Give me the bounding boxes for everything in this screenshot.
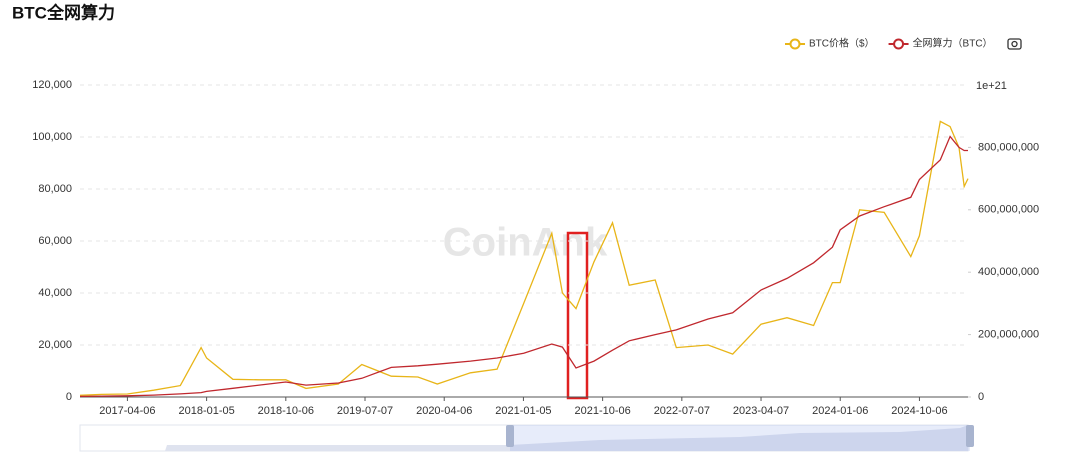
- x-tick-label: 2017-04-06: [99, 405, 155, 417]
- y2-tick-label: 800,000,000: [978, 141, 1039, 153]
- legend-marker: [789, 38, 801, 50]
- x-tick-label: 2021-10-06: [574, 405, 630, 417]
- slider-handle[interactable]: [506, 425, 514, 447]
- legend-marker: [893, 38, 905, 50]
- x-tick-label: 2021-01-05: [495, 405, 551, 417]
- x-tick-label: 2020-04-06: [416, 405, 472, 417]
- legend-item[interactable]: 全网算力（BTC）: [888, 37, 993, 50]
- y-tick-label: 20,000: [38, 339, 72, 351]
- series-line: [79, 120, 969, 396]
- x-tick-label: 2018-10-06: [258, 405, 314, 417]
- y-tick-label: 60,000: [38, 235, 72, 247]
- y-tick-label: 80,000: [38, 183, 72, 195]
- camera-icon[interactable]: [1007, 38, 1022, 50]
- x-tick-label: 2022-07-07: [654, 405, 710, 417]
- x-tick-label: 2019-07-07: [337, 405, 393, 417]
- legend-item[interactable]: BTC价格（$）: [785, 37, 875, 50]
- x-tick-label: 2018-01-05: [178, 405, 234, 417]
- slider-handle[interactable]: [966, 425, 974, 447]
- legend-label: 全网算力（BTC）: [913, 37, 993, 50]
- y2-tick-label: 600,000,000: [978, 204, 1039, 216]
- legend-label: BTC价格（$）: [809, 37, 875, 50]
- x-tick-label: 2024-10-06: [891, 405, 947, 417]
- y2-axis-label: 1e+21: [976, 80, 1007, 92]
- y-tick-label: 100,000: [32, 131, 72, 143]
- highlight-box: [566, 231, 589, 400]
- y2-tick-label: 0: [978, 391, 984, 403]
- x-tick-label: 2023-04-07: [733, 405, 789, 417]
- y-tick-label: 120,000: [32, 79, 72, 91]
- x-tick-label: 2024-01-06: [812, 405, 868, 417]
- y2-tick-label: 200,000,000: [978, 329, 1039, 341]
- y-tick-label: 40,000: [38, 287, 72, 299]
- series-line: [79, 135, 968, 398]
- y-tick-label: 0: [66, 391, 72, 403]
- data-zoom-slider[interactable]: [79, 424, 974, 452]
- chart-title: BTC全网算力: [12, 2, 115, 22]
- y2-tick-label: 400,000,000: [978, 266, 1039, 278]
- watermark: CoinAnk: [443, 221, 608, 265]
